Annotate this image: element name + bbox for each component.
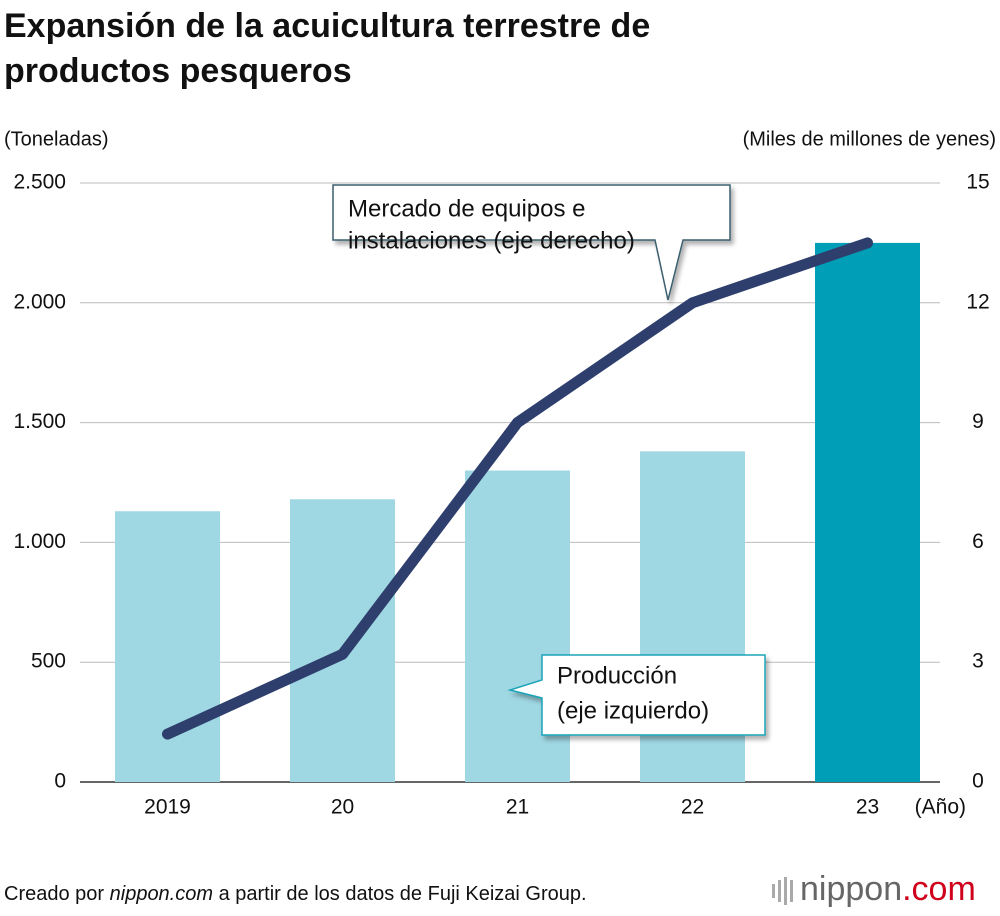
y2-tick-label: 0 <box>972 770 984 793</box>
chart-title: Expansión de la acuicultura terrestre de <box>4 7 650 45</box>
annotation: instalaciones (eje derecho) <box>348 227 635 254</box>
logo-bar <box>784 877 787 905</box>
y-tick-label: 0 <box>54 770 66 793</box>
x-tick-label: 2019 <box>144 796 191 819</box>
callout-box <box>507 654 766 736</box>
source-text: nippon.com <box>110 883 213 905</box>
y-tick-label: 2.500 <box>13 171 66 194</box>
line <box>162 237 873 740</box>
y2-tick-label: 12 <box>966 290 989 313</box>
annotation: (eje izquierdo) <box>557 697 709 724</box>
y2-tick-label: 15 <box>966 171 989 194</box>
bar <box>115 511 220 782</box>
y2-tick-label: 6 <box>972 530 984 553</box>
logo: nippon.com <box>772 870 976 908</box>
y-tick-label: 500 <box>31 650 66 673</box>
source-text: Creado por <box>4 883 110 905</box>
y2-tick-label: 3 <box>972 650 984 673</box>
y-tick-label: 2.000 <box>13 290 66 313</box>
logo-bar <box>790 880 793 902</box>
x-tick-label: 21 <box>506 796 529 819</box>
logo-text: .com <box>902 870 976 908</box>
x-tick-label: 22 <box>681 796 704 819</box>
bar <box>290 499 395 782</box>
x-tick-label: 20 <box>331 796 354 819</box>
y-axis-label: (Toneladas) <box>4 128 109 150</box>
logo-bar <box>772 884 775 898</box>
chart-title: productos pesqueros <box>4 52 352 90</box>
annotation: Mercado de equipos e <box>348 195 586 222</box>
x-axis-label: (Año) <box>915 796 966 819</box>
logo-text: nippon <box>800 870 902 908</box>
callout-box <box>332 184 731 301</box>
y-tick-label: 1.500 <box>13 410 66 433</box>
annotation: Producción <box>557 662 677 689</box>
y2-axis-label: (Miles de millones de yenes) <box>743 128 996 150</box>
x-tick-label: 23 <box>856 796 879 819</box>
y2-tick-label: 9 <box>972 410 984 433</box>
y-tick-label: 1.000 <box>13 530 66 553</box>
logo-bar <box>778 880 781 902</box>
bar <box>815 242 920 782</box>
source: Creado por nippon.com a partir de los da… <box>4 883 587 905</box>
logo-text: nippon.com <box>800 870 976 908</box>
callout <box>332 184 766 736</box>
source-text: a partir de los datos de Fuji Keizai Gro… <box>213 883 587 905</box>
